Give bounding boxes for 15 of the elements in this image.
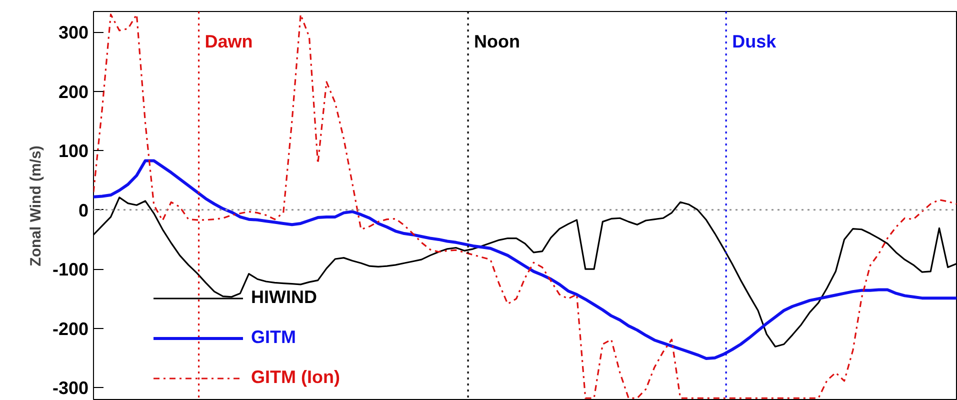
y-tick-label: 100 xyxy=(58,141,89,162)
y-tick-label: 200 xyxy=(58,82,89,102)
annotation: Dawn xyxy=(204,32,253,52)
legend-label: HIWIND xyxy=(251,287,317,308)
legend-label: GITM (Ion) xyxy=(251,367,340,388)
y-tick-label: -100 xyxy=(52,260,89,280)
y-tick-label: -200 xyxy=(52,318,89,339)
line-series xyxy=(94,14,956,399)
annotation: Noon xyxy=(474,32,520,52)
y-tick-label: 300 xyxy=(58,22,89,43)
y-tick-label: -300 xyxy=(52,378,89,398)
annotation: Dusk xyxy=(732,32,778,52)
legend-label: GITM xyxy=(251,327,296,348)
y-tick-label: 0 xyxy=(78,200,89,220)
y-axis-title: Zonal Wind (m/s) xyxy=(27,146,44,266)
